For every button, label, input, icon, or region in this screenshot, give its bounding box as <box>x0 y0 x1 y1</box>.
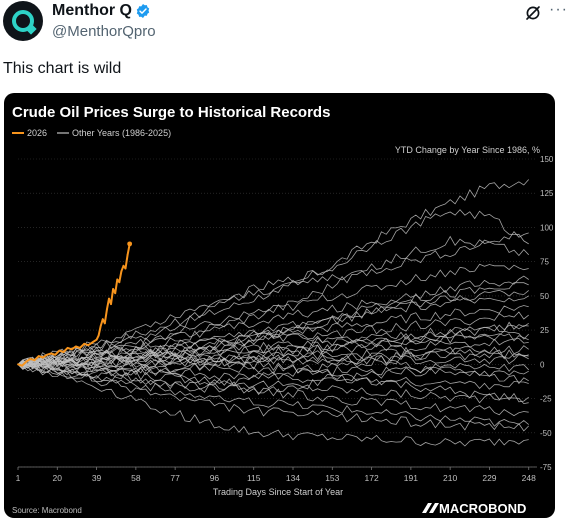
other-year-line <box>17 295 529 370</box>
other-year-line <box>17 275 529 379</box>
oil-ytd-chart: Crude Oil Prices Surge to Historical Rec… <box>12 104 554 516</box>
tweet-text: This chart is wild <box>3 60 122 77</box>
brand-wordmark: MACROBOND <box>439 501 526 516</box>
y-tick-label: 0 <box>540 360 545 369</box>
x-tick-label: 77 <box>170 473 180 483</box>
other-year-line <box>17 321 529 372</box>
x-tick-label: 39 <box>92 473 102 483</box>
y-tick-label: 25 <box>540 326 549 335</box>
series-2026-point <box>124 267 127 270</box>
y-tick-label: -75 <box>540 463 552 472</box>
series-2026-point <box>120 270 123 273</box>
series-2026-point <box>58 349 61 352</box>
grok-icon[interactable] <box>524 4 542 22</box>
other-year-line <box>17 305 529 367</box>
series-2026-point <box>50 352 52 355</box>
series-2026-point <box>41 356 44 359</box>
series-2026-point <box>106 308 108 311</box>
x-tick-label: 210 <box>443 473 457 483</box>
chart-title: Crude Oil Prices Surge to Historical Rec… <box>12 104 330 121</box>
series-2026-point <box>83 342 86 345</box>
x-tick-label: 153 <box>325 473 339 483</box>
legend-label-other: Other Years (1986-2025) <box>72 128 171 138</box>
display-name[interactable]: Menthor Q <box>52 2 132 19</box>
series-2026-point <box>114 292 117 295</box>
x-tick-label: 172 <box>364 473 378 483</box>
x-tick-label: 115 <box>247 473 261 483</box>
series-2026-point <box>79 347 81 349</box>
legend-label-2026: 2026 <box>27 128 47 138</box>
series-2026-point <box>62 351 65 353</box>
chart-source: Source: Macrobond <box>12 506 82 515</box>
other-year-line <box>17 361 529 390</box>
other-year-line <box>17 353 529 368</box>
other-year-line <box>17 263 529 367</box>
y-tick-label: -25 <box>540 395 552 404</box>
other-year-line <box>17 363 529 427</box>
chart-image[interactable]: Crude Oil Prices Surge to Historical Rec… <box>4 93 555 518</box>
series-2026-point <box>108 297 110 300</box>
series-2026-point <box>91 341 94 344</box>
x-axis-label: Trading Days Since Start of Year <box>213 487 343 497</box>
macrobond-logo-icon <box>422 503 439 513</box>
series-2026-point <box>118 281 121 284</box>
y-tick-label: 125 <box>540 189 554 198</box>
series-2026-point <box>17 363 19 366</box>
series-2026-point <box>54 353 57 356</box>
series-2026-point <box>126 253 129 256</box>
menthorq-logo-icon[interactable] <box>3 1 43 41</box>
chart-subtitle: YTD Change by Year Since 1986, % <box>395 145 540 155</box>
series-2026-point <box>70 348 73 351</box>
x-tick-label: 229 <box>482 473 496 483</box>
other-year-line <box>17 361 529 432</box>
other-year-line <box>17 359 529 377</box>
y-tick-label: 100 <box>540 223 554 232</box>
other-year-line <box>17 231 529 368</box>
x-tick-label: 1 <box>16 473 21 483</box>
x-tick-label: 20 <box>53 473 63 483</box>
series-2026-point <box>33 359 36 362</box>
post-header: Menthor Q @MenthorQpro ··· <box>0 0 573 52</box>
other-year-line <box>17 179 529 366</box>
x-tick-label: 191 <box>404 473 418 483</box>
series-2026-point <box>101 318 104 321</box>
series-2026-point <box>87 344 90 347</box>
series-2026-point <box>37 355 40 358</box>
other-year-line <box>17 289 529 375</box>
series-2026-point <box>74 345 77 348</box>
x-tick-label: 58 <box>131 473 141 483</box>
series-2026-point <box>46 353 48 356</box>
verified-badge-icon <box>136 4 150 18</box>
other-year-line <box>17 360 529 394</box>
series-2026-point <box>103 322 106 325</box>
other-year-line <box>17 364 529 447</box>
series-2026-point <box>127 241 133 247</box>
other-year-line <box>17 209 529 368</box>
y-tick-label: -50 <box>540 429 552 438</box>
x-tick-label: 248 <box>522 473 536 483</box>
y-tick-label: 50 <box>540 292 549 301</box>
series-2026-point <box>99 325 102 327</box>
series-2026-point <box>97 334 100 337</box>
x-tick-label: 134 <box>286 473 300 483</box>
other-year-line <box>17 328 529 377</box>
y-tick-label: 150 <box>540 155 554 164</box>
handle[interactable]: @MenthorQpro <box>52 23 156 40</box>
series-2026-point <box>25 360 28 363</box>
y-tick-label: 75 <box>540 258 549 267</box>
series-2026-point <box>116 278 119 281</box>
series-2026-point <box>95 338 98 341</box>
series-2026-point <box>21 364 24 367</box>
series-2026-point <box>122 264 125 267</box>
series-2026-point <box>66 347 69 349</box>
series-2026-point <box>110 303 112 306</box>
other-year-line <box>17 343 529 385</box>
series-2026-point <box>112 288 115 290</box>
other-year-line <box>17 349 529 405</box>
series-2026-point <box>29 357 32 360</box>
x-tick-label: 96 <box>210 473 220 483</box>
more-options-icon[interactable]: ··· <box>549 1 568 18</box>
